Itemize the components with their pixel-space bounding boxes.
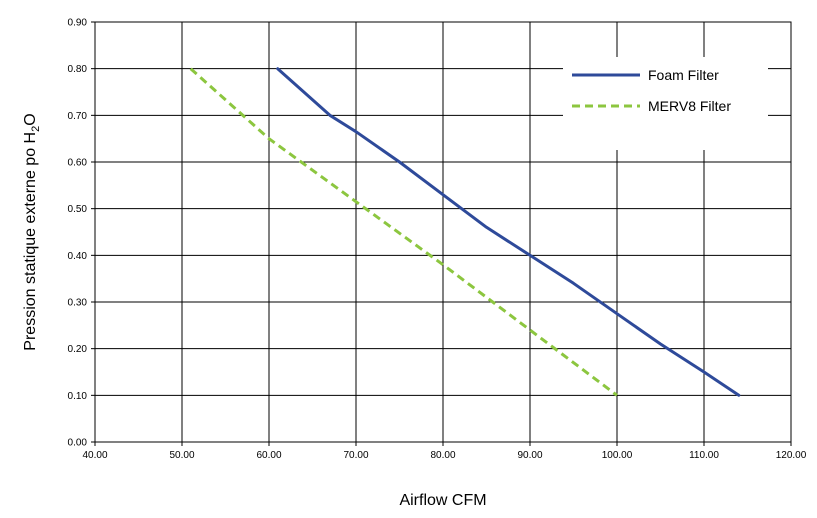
x-tick-label: 90.00 — [517, 450, 542, 461]
y-tick-label: 0.90 — [68, 18, 88, 29]
y-tick-label: 0.00 — [68, 438, 88, 449]
y-axis-title: Pression statique externe po H2O — [22, 113, 42, 350]
legend: Foam Filter MERV8 Filter — [563, 57, 768, 150]
y-tick-label: 0.70 — [68, 111, 88, 122]
x-axis-title: Airflow CFM — [399, 492, 486, 509]
series-line-foam-filter — [276, 67, 741, 397]
x-tick-label: 100.00 — [602, 450, 633, 461]
plot-frame — [94, 21, 792, 443]
x-tick-label: 110.00 — [689, 450, 719, 461]
y-axis-title-end: O — [22, 113, 39, 125]
x-tick-label: 80.00 — [430, 450, 455, 461]
y-tick-label: 0.10 — [68, 391, 88, 402]
y-tick-label: 0.50 — [68, 204, 88, 215]
y-axis-title-main: Pression statique externe po H — [22, 132, 39, 351]
x-tick-label: 40.00 — [82, 450, 107, 461]
series-line-merv8-filter — [189, 67, 618, 397]
y-tick-labels: 0.00 0.10 0.20 0.30 0.40 0.50 0.60 0.70 0.80 0.90 — [68, 18, 88, 449]
x-tick-labels: 40.00 50.00 60.00 70.00 80.00 90.00 100.00 110.… — [82, 450, 806, 461]
x-tick-label: 60.00 — [256, 450, 281, 461]
x-tick-label: 70.00 — [343, 450, 368, 461]
legend-label-foam-filter: Foam Filter — [648, 67, 719, 83]
x-tick-label: 120.00 — [776, 450, 807, 461]
y-axis-title-subscript: 2 — [30, 126, 42, 132]
y-tick-label: 0.80 — [68, 64, 88, 75]
y-tick-label: 0.40 — [68, 251, 88, 262]
y-tick-label: 0.60 — [68, 158, 88, 169]
y-tick-label: 0.30 — [68, 298, 88, 309]
y-tick-label: 0.20 — [68, 344, 88, 355]
legend-box — [563, 57, 768, 150]
legend-label-merv8-filter: MERV8 Filter — [648, 98, 731, 114]
x-tick-label: 50.00 — [169, 450, 194, 461]
series-layer — [189, 67, 741, 397]
